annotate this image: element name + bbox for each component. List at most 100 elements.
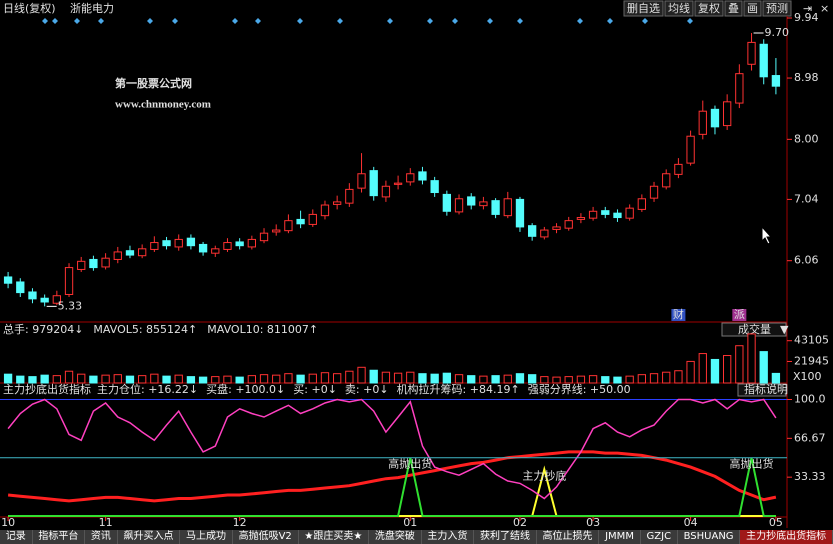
high-label: 9.70 — [765, 26, 790, 39]
tab[interactable]: 主力入货 — [421, 530, 475, 544]
tab[interactable]: GZJC — [640, 530, 678, 544]
volume-readout: MAVOL5: 855124↑ — [93, 323, 197, 336]
signal-diamond — [52, 18, 58, 24]
candle-body — [503, 198, 512, 217]
volume-bar — [52, 375, 61, 384]
x-tick-label: 02 — [513, 516, 527, 529]
candle-body — [723, 101, 732, 127]
event-marker: 财 — [673, 307, 684, 321]
volume-bar — [284, 373, 293, 384]
dropdown-arrow[interactable]: ▼ — [780, 323, 789, 336]
candle-body — [662, 173, 671, 188]
volume-bar — [150, 373, 159, 384]
signal-diamond — [577, 18, 583, 24]
tab[interactable]: 获利了结线 — [474, 530, 537, 544]
tab[interactable]: 记录 — [0, 530, 33, 544]
tab[interactable]: 主力抄底出货指标 — [740, 530, 833, 544]
toolbar-button[interactable]: 删自选 — [627, 2, 660, 15]
candle-body — [576, 217, 586, 220]
unit-label: X100 — [793, 370, 822, 383]
signal-diamond — [487, 18, 493, 24]
signal-diamond — [607, 18, 613, 24]
volume-bar — [552, 376, 561, 384]
dropdown-label[interactable]: 成交量 — [738, 322, 771, 336]
candle-body — [28, 291, 37, 300]
candle-body — [211, 248, 220, 254]
toolbar-button[interactable]: 叠 — [728, 2, 739, 15]
legend-entry: 卖: +0↓ — [345, 383, 389, 396]
toolbar-button[interactable]: 均线 — [668, 1, 690, 15]
volume-bar — [125, 375, 135, 384]
tab[interactable]: 马上成功 — [180, 530, 233, 544]
volume-bar — [564, 376, 573, 384]
candle-body — [113, 251, 122, 260]
candle-body — [284, 220, 293, 232]
x-tick-label: 10 — [1, 516, 15, 529]
toolbar-button[interactable]: 预测 — [766, 2, 788, 15]
volume-bar — [528, 374, 537, 384]
signal-diamond — [517, 18, 523, 24]
y-tick-label: 8.98 — [794, 71, 819, 84]
help-button-label[interactable]: 指标说明 — [744, 382, 788, 396]
signal-annotation: 高抛出货 — [730, 457, 774, 471]
tab[interactable]: 资讯 — [85, 530, 118, 544]
volume-bar — [113, 374, 122, 384]
period-label: 日线(复权) — [3, 1, 56, 15]
indicator-line — [7, 450, 777, 503]
candle-body — [89, 258, 98, 269]
signal-diamond — [387, 18, 393, 24]
volume-bar — [406, 371, 415, 384]
nav-icon[interactable]: ⇥ — [803, 2, 812, 15]
candle-body — [64, 267, 74, 295]
tab[interactable]: ★跟庄买卖★ — [298, 530, 370, 544]
volume-bar — [637, 374, 646, 384]
volume-bar — [308, 373, 317, 384]
volume-bar — [503, 374, 512, 384]
volume-bar — [211, 376, 220, 384]
tab[interactable]: 指标平台 — [32, 530, 86, 544]
tab[interactable]: 飙升买入点 — [117, 530, 181, 544]
tab[interactable]: 高抛低吸V2 — [232, 530, 299, 544]
x-tick-label: 12 — [233, 516, 247, 529]
candle-body — [357, 173, 366, 189]
candle-body — [418, 171, 427, 181]
volume-bar — [247, 375, 256, 384]
candle-body — [320, 204, 330, 217]
toolbar-buttons: 删自选 均线 复权叠画预测 — [623, 0, 792, 17]
signal-diamond — [42, 18, 48, 24]
candle-body — [637, 198, 646, 210]
candle-body — [686, 135, 695, 164]
toolbar-button[interactable]: 复权 — [698, 1, 720, 15]
candle-body — [101, 257, 110, 268]
close-icon[interactable]: × — [820, 2, 829, 15]
candle-body — [393, 182, 403, 185]
volume-bar — [16, 375, 25, 384]
tab[interactable]: BSHUANG — [677, 530, 741, 544]
y-tick-label: 7.04 — [794, 192, 819, 205]
legend-entry: 买: +0↓ — [293, 383, 337, 396]
candle-body — [552, 226, 561, 230]
help-button[interactable] — [737, 383, 787, 397]
candle-body — [564, 220, 573, 229]
signal-diamond — [427, 18, 433, 24]
toolbar-button[interactable]: 画 — [747, 2, 758, 15]
volume-bar — [28, 376, 37, 384]
candle-body — [442, 193, 451, 212]
volume-bar — [686, 360, 695, 384]
tab[interactable]: JMMM — [599, 530, 641, 544]
volume-bar — [77, 373, 86, 384]
event-marker: 派 — [734, 308, 745, 321]
volume-bar — [381, 371, 391, 384]
volume-bar — [723, 355, 732, 384]
candle-body — [430, 180, 439, 194]
candle-body — [588, 210, 598, 219]
tab[interactable]: 高位止损先 — [536, 530, 600, 544]
signal-annotation: 主力抄底 — [522, 468, 566, 482]
tab[interactable]: 洗盘突破 — [369, 530, 422, 544]
low-label: 5.33 — [58, 299, 83, 312]
x-tick-label: 05 — [769, 516, 783, 529]
volume-bar — [613, 376, 622, 384]
candle-body — [467, 196, 476, 206]
signal-diamond — [232, 18, 238, 24]
candle-body — [296, 218, 305, 225]
